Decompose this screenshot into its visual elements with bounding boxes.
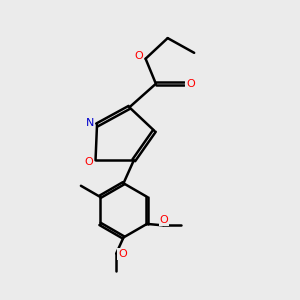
Text: O: O bbox=[186, 79, 195, 89]
Text: O: O bbox=[118, 249, 127, 259]
Text: N: N bbox=[85, 118, 94, 128]
Text: O: O bbox=[85, 157, 93, 167]
Text: O: O bbox=[160, 215, 168, 225]
Text: O: O bbox=[135, 51, 143, 62]
